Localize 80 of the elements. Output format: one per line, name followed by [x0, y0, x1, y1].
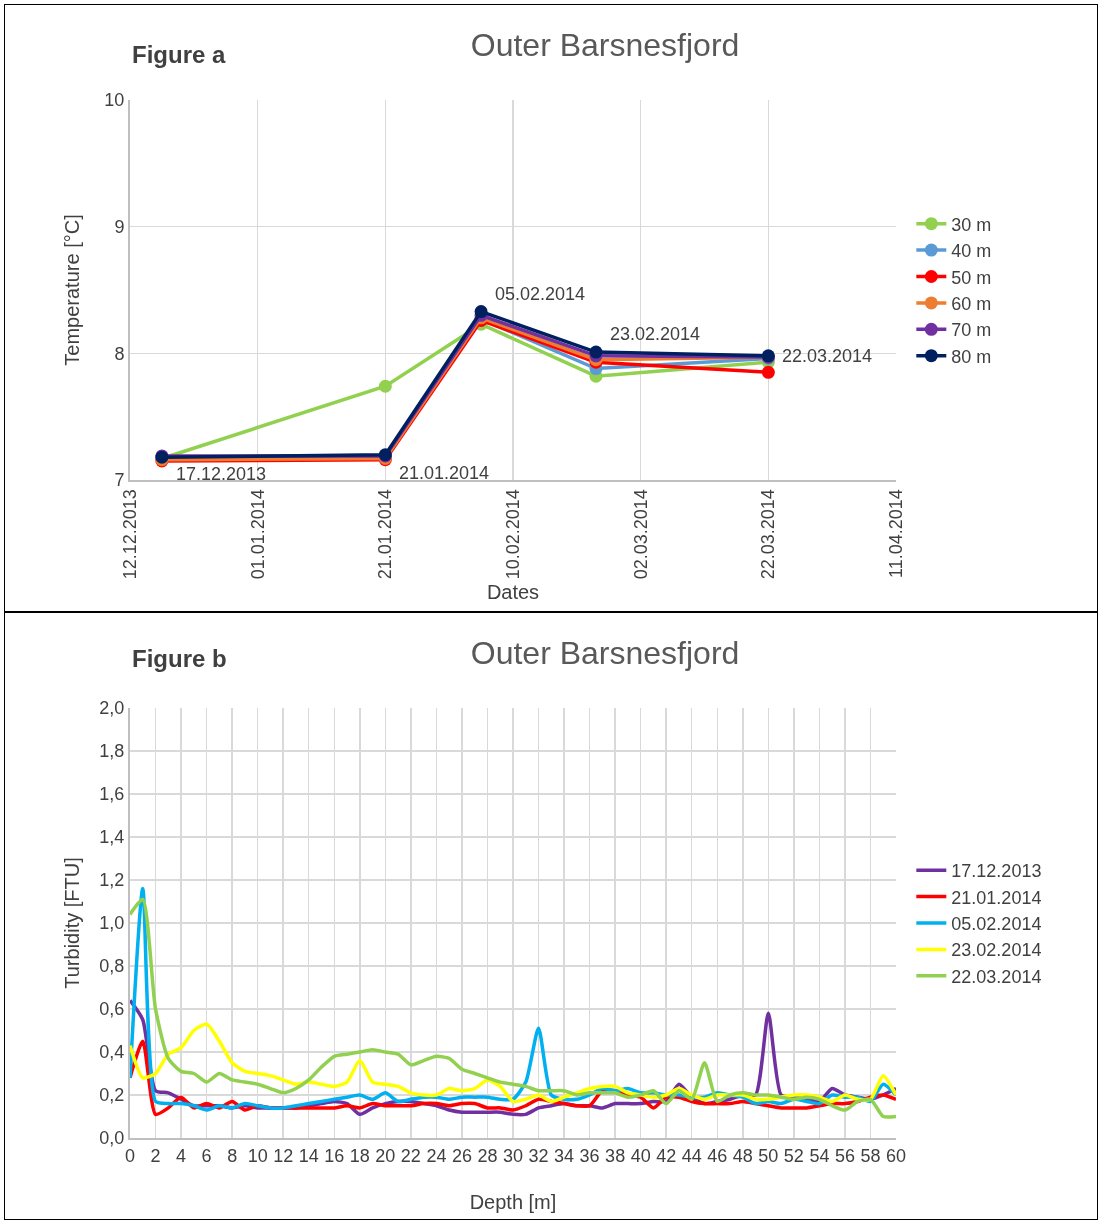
x-tick-label: 2	[150, 1145, 161, 1166]
annotation: 22.03.2014	[782, 346, 873, 366]
x-tick-label: 11.04.2014	[885, 489, 906, 578]
legend-label: 80 m	[951, 346, 992, 367]
x-tick-label: 30	[502, 1145, 524, 1166]
annotation: 23.02.2014	[610, 324, 701, 344]
legend-label: 21.01.2014	[951, 887, 1042, 908]
x-tick-label: 10.02.2014	[502, 489, 523, 580]
text: Figure a	[132, 41, 226, 68]
x-tick-label: 22.03.2014	[758, 489, 779, 580]
y-tick-label: 8	[114, 343, 125, 364]
text: Figure b	[132, 645, 227, 672]
y-tick-label: 0,0	[99, 1128, 125, 1149]
x-tick-label: 36	[579, 1145, 600, 1166]
x-tick-label: 24	[426, 1145, 447, 1166]
annotation: 21.01.2014	[399, 463, 490, 483]
legend-label: 70 m	[951, 320, 992, 341]
x-tick-label: 28	[477, 1145, 498, 1166]
x-tick-label: 48	[732, 1145, 753, 1166]
y-tick-label: 0,4	[99, 1042, 125, 1063]
y-tick-label: 0,2	[99, 1085, 125, 1106]
x-tick-label: 38	[605, 1145, 626, 1166]
y-axis-title: Turbidity [FTU]	[61, 857, 83, 989]
x-tick-label: 10	[247, 1145, 268, 1166]
legend-label: 05.02.2014	[951, 914, 1042, 935]
x-tick-label: 52	[783, 1145, 804, 1166]
x-tick-label: 34	[554, 1145, 575, 1166]
y-tick-label: 9	[114, 216, 125, 237]
annotation: 05.02.2014	[495, 284, 586, 304]
legend-label: 23.02.2014	[951, 940, 1042, 961]
y-tick-label: 10	[104, 90, 125, 111]
x-tick-label: 8	[227, 1145, 238, 1166]
x-tick-label: 12.12.2013	[119, 489, 140, 580]
x-tick-label: 18	[349, 1145, 370, 1166]
x-tick-label: 42	[656, 1145, 677, 1166]
x-tick-label: 46	[707, 1145, 728, 1166]
x-tick-label: 12	[273, 1145, 294, 1166]
y-tick-label: 0,6	[99, 999, 125, 1020]
x-tick-label: 16	[324, 1145, 345, 1166]
x-tick-label: 32	[528, 1145, 549, 1166]
x-tick-label: 22	[400, 1145, 421, 1166]
legend-label: 50 m	[951, 267, 992, 288]
y-tick-label: 1,0	[99, 913, 125, 934]
chart-title: Outer Barsnesfjord	[470, 635, 740, 672]
x-tick-label: 02.03.2014	[630, 489, 651, 580]
legend-label: 60 m	[951, 293, 992, 314]
legend-label: 30 m	[951, 214, 992, 235]
x-tick-label: 0	[124, 1145, 136, 1166]
x-tick-label: 44	[681, 1145, 702, 1166]
x-tick-label: 6	[201, 1145, 212, 1166]
y-tick-label: 7	[114, 470, 125, 491]
annotation: 17.12.2013	[176, 464, 267, 484]
x-tick-label: 20	[375, 1145, 396, 1166]
x-axis-title: Depth [m]	[469, 1191, 557, 1213]
x-tick-label: 14	[298, 1145, 319, 1166]
x-tick-label: 01.01.2014	[247, 489, 268, 580]
point	[761, 365, 775, 379]
legend-label: 40 m	[951, 241, 992, 262]
y-tick-label: 1,4	[99, 827, 125, 848]
point	[589, 345, 603, 359]
x-tick-label: 54	[809, 1145, 830, 1166]
x-tick-label: 60	[885, 1145, 907, 1166]
x-tick-label: 50	[758, 1145, 779, 1166]
x-tick-label: 26	[451, 1145, 472, 1166]
y-tick-label: 1,8	[99, 741, 125, 762]
x-axis-title: Dates	[486, 581, 540, 604]
legend-label: 22.03.2014	[951, 966, 1042, 987]
y-axis-title: Temperature [°C]	[61, 214, 83, 366]
chart-title: Outer Barsnesfjord	[470, 27, 740, 64]
point	[378, 379, 392, 393]
x-tick-label: 40	[630, 1145, 651, 1166]
x-tick-label: 21.01.2014	[375, 489, 396, 580]
legend-label: 17.12.2013	[951, 861, 1042, 882]
x-tick-label: 58	[860, 1145, 881, 1166]
y-tick-label: 1,2	[99, 870, 125, 891]
x-tick-label: 4	[176, 1145, 187, 1166]
x-tick-label: 56	[834, 1145, 855, 1166]
y-tick-label: 0,8	[99, 956, 125, 977]
y-tick-label: 1,6	[99, 784, 125, 805]
y-tick-label: 2,0	[99, 698, 125, 719]
